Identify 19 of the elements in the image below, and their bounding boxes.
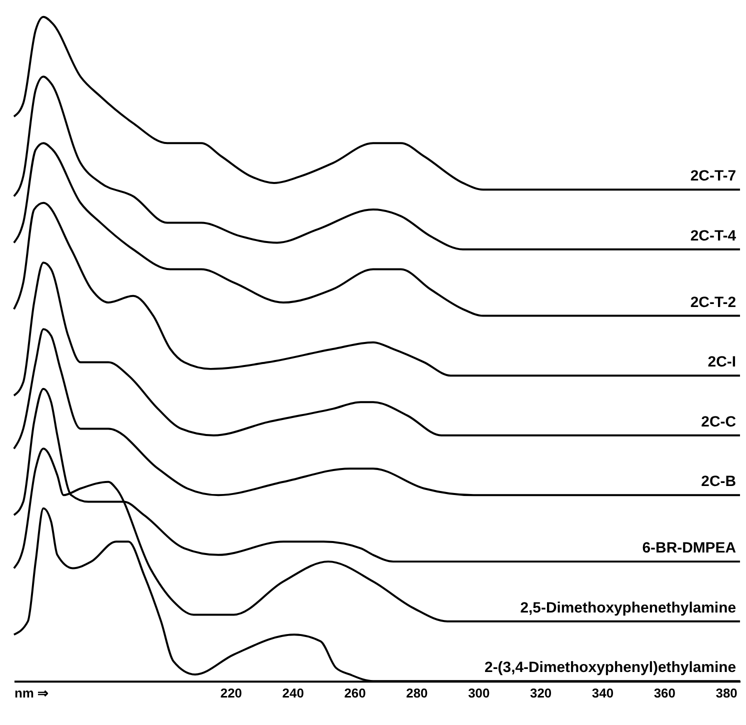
- series-label: 2C-T-4: [690, 227, 737, 244]
- x-axis-title: nm ⇒: [14, 686, 48, 701]
- x-tick-label: 240: [282, 686, 304, 701]
- series-label: 2C-I: [708, 354, 736, 371]
- series-label: 2C-C: [701, 413, 736, 430]
- x-tick-label: 380: [716, 686, 738, 701]
- x-tick-label: 220: [220, 686, 242, 701]
- series-label: 2C-T-7: [690, 168, 736, 185]
- x-tick-label: 340: [592, 686, 614, 701]
- series-label: 2-(3,4-Dimethoxyphenyl)ethylamine: [484, 659, 736, 676]
- series-label: 2C-B: [701, 473, 736, 490]
- x-tick-label: 260: [344, 686, 366, 701]
- x-tick-label: 280: [406, 686, 428, 701]
- x-tick-label: 320: [530, 686, 552, 701]
- x-tick-label: 300: [468, 686, 490, 701]
- x-tick-label: 360: [654, 686, 676, 701]
- series-label: 2C-T-2: [690, 294, 736, 311]
- series-label: 2,5-Dimethoxyphenethylamine: [520, 599, 736, 616]
- series-label: 6-BR-DMPEA: [642, 540, 736, 557]
